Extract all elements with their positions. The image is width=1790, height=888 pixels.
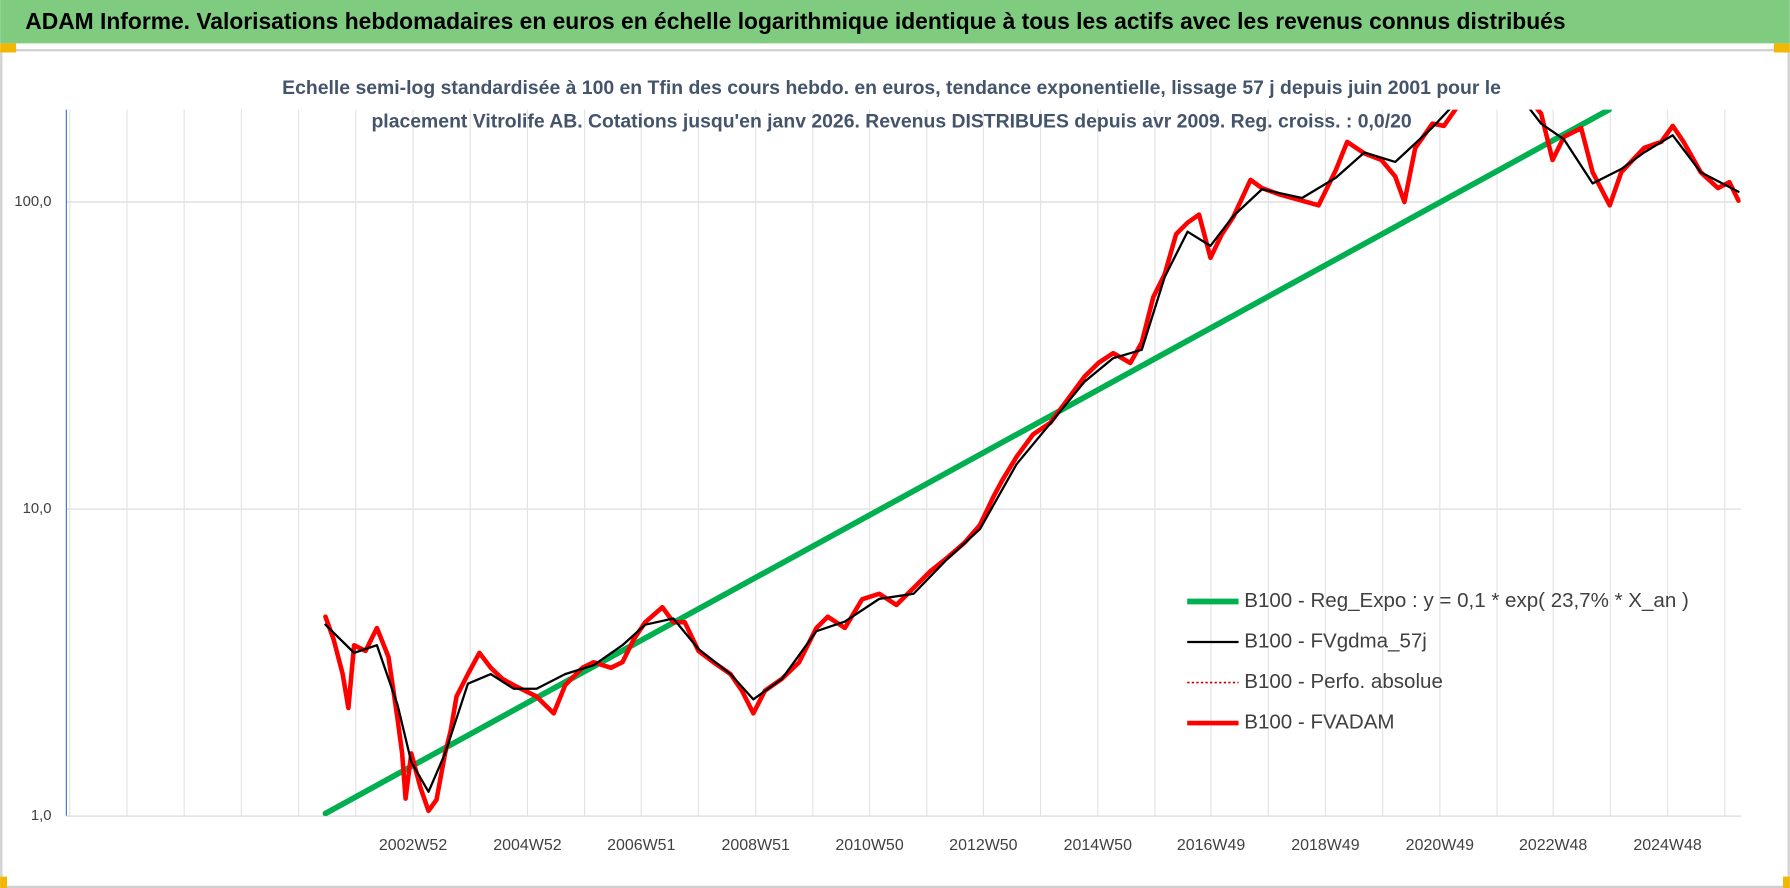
x-tick-label: 2024W48	[1633, 837, 1701, 854]
subtitle: Echelle semi-log standardisée à 100 en T…	[282, 77, 1501, 99]
frame	[0, 49, 1790, 888]
y-tick-label: 10,0	[23, 501, 52, 517]
x-tick-label: 2010W50	[835, 837, 903, 854]
x-tick-label: 2020W49	[1406, 837, 1474, 854]
legend-label: B100 - FVADAM	[1244, 710, 1394, 733]
x-tick-label: 2018W49	[1291, 837, 1359, 854]
x-tick-label: 2002W52	[379, 837, 447, 854]
legend-label: B100 - Reg_Expo : y = 0,1 * exp( 23,7% *…	[1244, 589, 1689, 612]
x-tick-label: 2006W51	[607, 837, 675, 854]
x-tick-label: 2012W50	[949, 837, 1017, 854]
legend-label: B100 - Perfo. absolue	[1244, 670, 1443, 693]
plot-area	[322, 109, 1741, 817]
series-line	[323, 109, 1741, 814]
header-title: ADAM Informe. Valorisations hebdomadaire…	[25, 8, 1565, 34]
corner	[1783, 876, 1790, 888]
x-tick-label: 2008W51	[722, 837, 790, 854]
subtitle: placement Vitrolife AB. Cotations jusqu'…	[371, 110, 1411, 132]
legend-label: B100 - FVgdma_57j	[1244, 629, 1427, 652]
x-tick-label: 2016W49	[1177, 837, 1245, 854]
header-bar	[0, 0, 1790, 44]
corner	[0, 876, 8, 888]
x-tick-label: 2004W52	[493, 837, 561, 854]
corner	[0, 43, 17, 53]
x-tick-label: 2022W48	[1519, 837, 1587, 854]
legend: B100 - Reg_Expo : y = 0,1 * exp( 23,7% *…	[1187, 589, 1689, 733]
corner	[1773, 43, 1790, 53]
y-tick-label: 1,0	[31, 808, 52, 824]
y-tick-label: 100,0	[14, 194, 51, 210]
series-line	[324, 109, 1740, 793]
x-tick-label: 2014W50	[1064, 837, 1132, 854]
